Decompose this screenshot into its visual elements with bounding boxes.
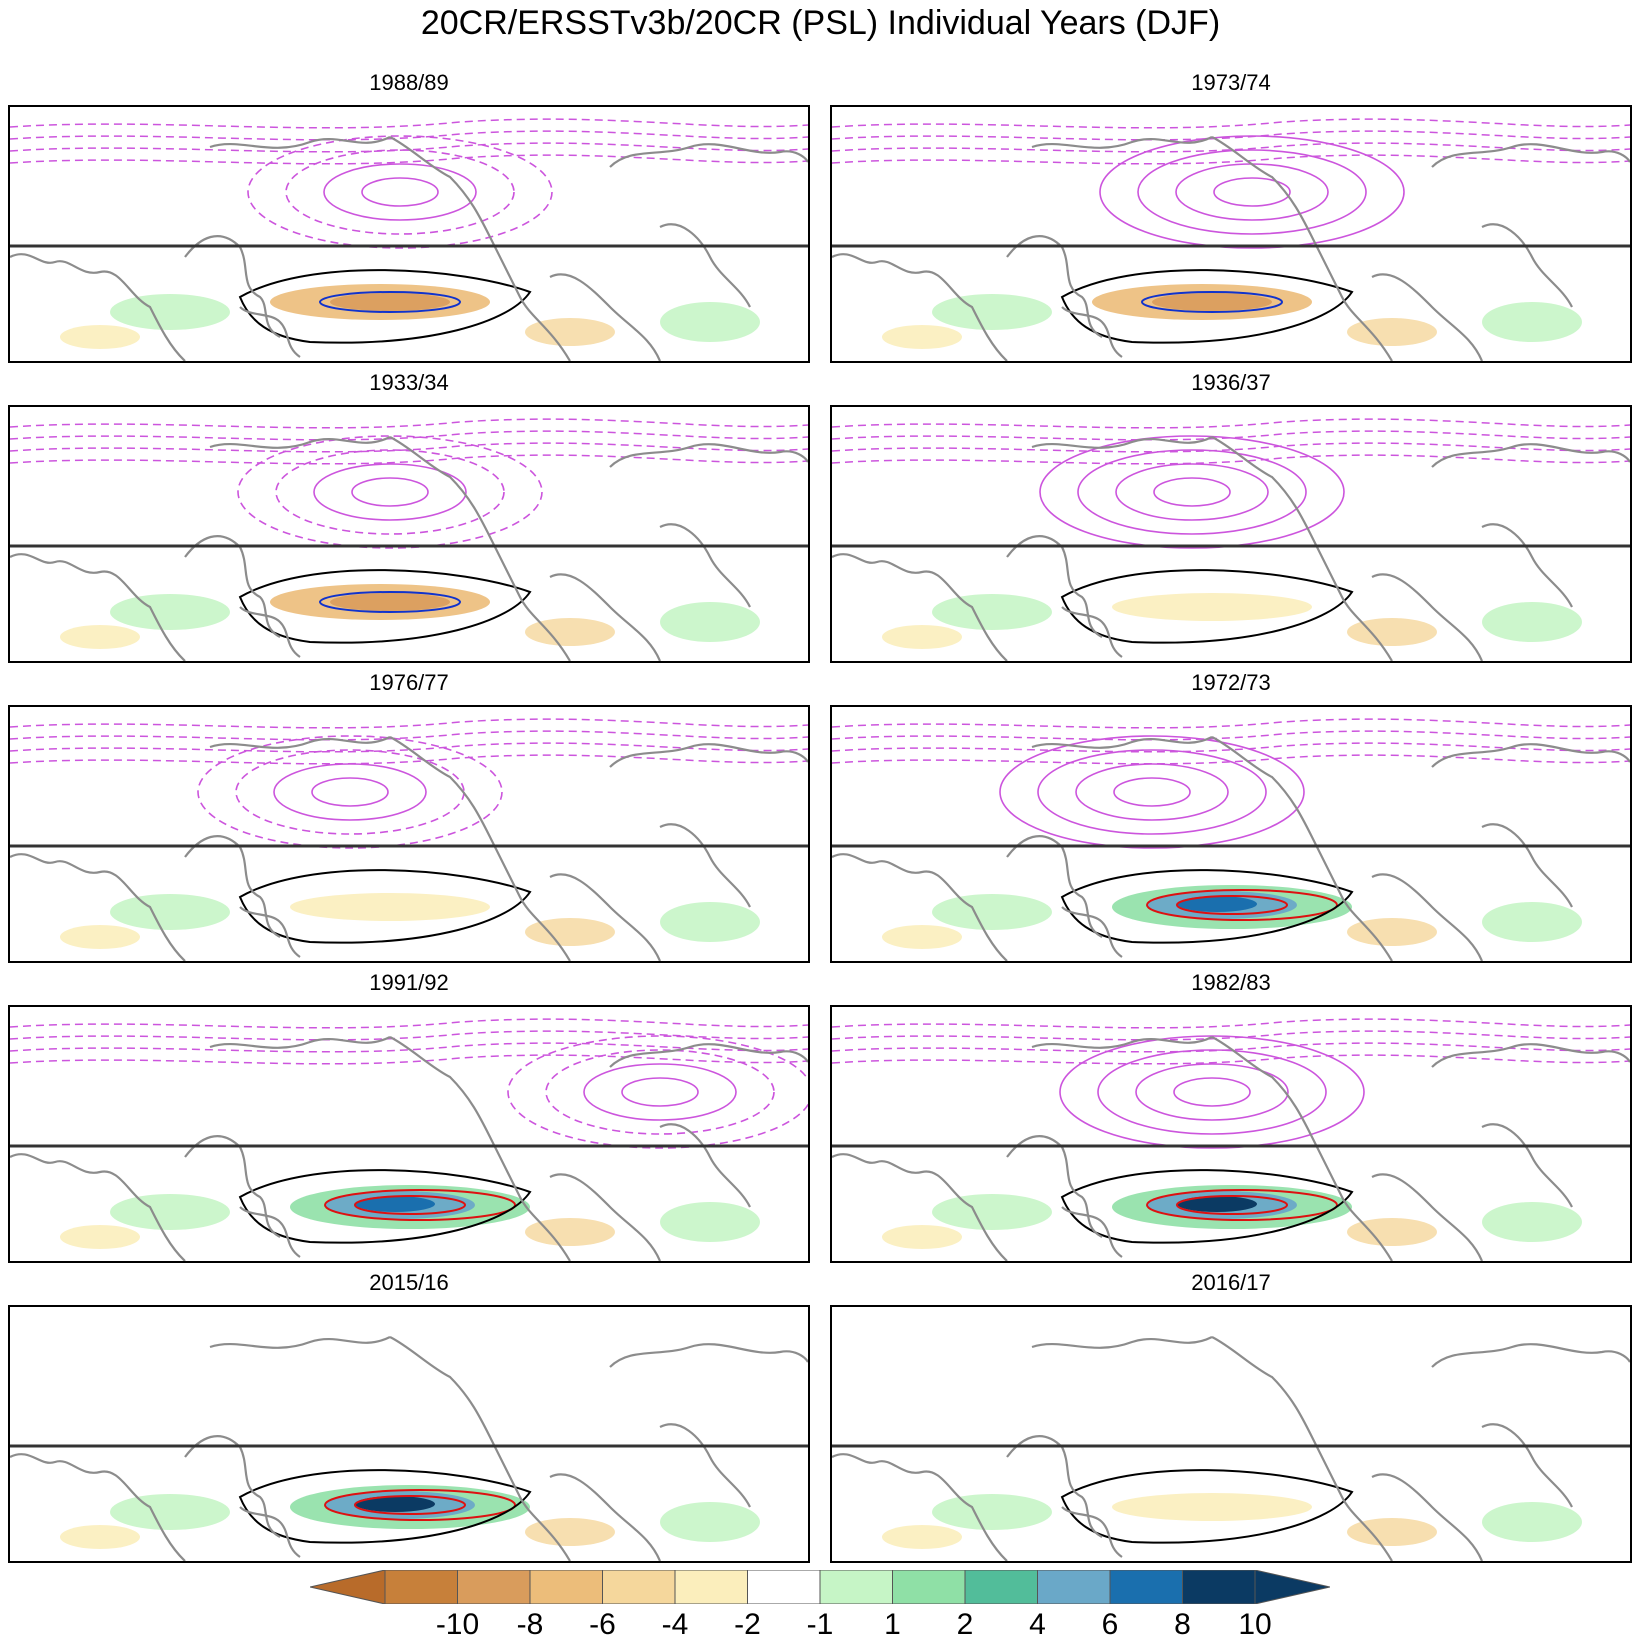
- panel-title: 1972/73: [1191, 670, 1271, 695]
- colorbar-segment: [1109, 1570, 1183, 1604]
- colorbar-segment: [964, 1570, 1038, 1604]
- map-panel-1936-37: [830, 405, 1632, 663]
- colorbar-tick-label: -1: [806, 1608, 834, 1641]
- colorbar-tick-label: -4: [661, 1608, 689, 1641]
- colorbar: [310, 1570, 1330, 1604]
- colorbar-tick-label: 1: [884, 1608, 901, 1641]
- map-panel-1982-83: [830, 1005, 1632, 1263]
- map-panel-1972-73: [830, 705, 1632, 963]
- map-panel-1991-92: [8, 1005, 810, 1263]
- colorbar-segment: [384, 1570, 458, 1604]
- map-field: [10, 718, 808, 961]
- colorbar-segment: [819, 1570, 893, 1604]
- colorbar-tick-label: -6: [589, 1608, 616, 1641]
- map-panel-1988-89: [8, 105, 810, 363]
- colorbar-tick-label: 6: [1101, 1608, 1119, 1641]
- map-field: [10, 118, 808, 361]
- map-field: [832, 1336, 1630, 1561]
- colorbar-tick-label: -8: [516, 1608, 544, 1641]
- colorbar-tick-label: -10: [435, 1608, 480, 1641]
- panel-title: 1982/83: [1191, 970, 1271, 995]
- panel-title: 1936/37: [1191, 370, 1271, 395]
- figure-title: 20CR/ERSSTv3b/20CR (PSL) Individual Year…: [420, 4, 1221, 42]
- colorbar-segment: [1182, 1570, 1256, 1604]
- map-field: [10, 1336, 808, 1561]
- colorbar-tick-label: 8: [1174, 1608, 1191, 1641]
- colorbar-tick-label: 10: [1238, 1608, 1272, 1641]
- map-field: [832, 118, 1630, 361]
- map-panel-2015-16: [8, 1305, 810, 1563]
- map-panel-1976-77: [8, 705, 810, 963]
- panel-title: 1933/34: [369, 370, 449, 395]
- colorbar-segment: [892, 1570, 966, 1604]
- map-field: [10, 418, 808, 661]
- panel-title: 1976/77: [369, 670, 449, 695]
- panel-title: 1991/92: [369, 970, 449, 995]
- panel-title: 1973/74: [1191, 70, 1271, 95]
- map-field: [832, 418, 1630, 661]
- panel-title: 1988/89: [369, 70, 449, 95]
- colorbar-segment: [1037, 1570, 1111, 1604]
- colorbar-segment: [747, 1570, 821, 1604]
- map-panel-1933-34: [8, 405, 810, 663]
- map-panel-2016-17: [830, 1305, 1632, 1563]
- colorbar-high-arrow: [1254, 1570, 1330, 1604]
- colorbar-segment: [529, 1570, 603, 1604]
- colorbar-segment: [674, 1570, 748, 1604]
- map-field: [832, 718, 1630, 961]
- colorbar-segment: [457, 1570, 531, 1604]
- colorbar-tick-label: 2: [956, 1608, 974, 1641]
- map-panel-1973-74: [830, 105, 1632, 363]
- colorbar-low-arrow: [310, 1570, 386, 1604]
- panel-title: 2016/17: [1191, 1270, 1271, 1295]
- map-field: [10, 1018, 808, 1261]
- map-field: [832, 1018, 1630, 1261]
- colorbar-tick-label: 4: [1029, 1608, 1046, 1641]
- panel-title: 2015/16: [369, 1270, 449, 1295]
- colorbar-segment: [602, 1570, 676, 1604]
- colorbar-tick-label: -2: [734, 1608, 761, 1641]
